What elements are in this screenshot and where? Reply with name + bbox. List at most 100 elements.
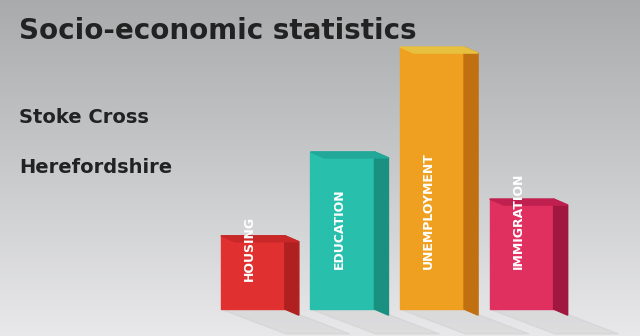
Polygon shape	[310, 152, 388, 158]
Bar	[0, 47, 640, 49]
Bar	[0, 197, 640, 198]
Bar	[0, 328, 640, 329]
Bar	[0, 81, 640, 82]
Bar	[0, 82, 640, 84]
Bar	[0, 200, 640, 202]
Bar	[0, 8, 640, 10]
Bar	[0, 60, 640, 62]
Polygon shape	[490, 199, 568, 205]
Bar	[0, 249, 640, 250]
Bar	[0, 45, 640, 47]
Bar	[0, 166, 640, 168]
Bar	[0, 109, 640, 111]
Bar	[0, 128, 640, 129]
Bar	[0, 188, 640, 190]
Text: UNEMPLOYMENT: UNEMPLOYMENT	[422, 152, 435, 269]
Bar	[0, 193, 640, 195]
Bar	[0, 319, 640, 321]
Text: Socio-economic statistics: Socio-economic statistics	[19, 17, 417, 45]
Bar	[0, 181, 640, 183]
Polygon shape	[554, 199, 568, 315]
Bar	[0, 331, 640, 333]
Bar	[0, 215, 640, 217]
Bar	[0, 54, 640, 55]
Bar	[0, 297, 640, 299]
Bar	[0, 237, 640, 239]
Bar	[0, 255, 640, 257]
Bar	[0, 69, 640, 71]
Bar	[0, 160, 640, 161]
Bar	[0, 264, 640, 265]
Bar	[0, 306, 640, 307]
Bar	[0, 168, 640, 170]
Bar	[0, 77, 640, 79]
Bar	[0, 183, 640, 185]
Bar	[0, 314, 640, 316]
Bar	[0, 67, 640, 69]
Bar	[0, 7, 640, 8]
Bar	[0, 281, 640, 282]
Bar	[0, 309, 640, 311]
Bar	[0, 269, 640, 270]
Bar	[0, 180, 640, 181]
Bar	[0, 316, 640, 318]
Bar	[0, 92, 640, 94]
Bar	[0, 198, 640, 200]
Bar	[0, 144, 640, 146]
Bar	[0, 101, 640, 102]
Bar	[0, 148, 640, 150]
Bar	[0, 274, 640, 276]
Bar	[0, 49, 640, 50]
Bar	[0, 329, 640, 331]
Bar	[0, 307, 640, 309]
Bar	[0, 232, 640, 234]
Bar	[0, 74, 640, 76]
Bar	[0, 176, 640, 178]
Bar	[0, 156, 640, 158]
Bar	[0, 218, 640, 220]
Bar	[0, 37, 640, 39]
Bar	[0, 161, 640, 163]
Bar	[0, 94, 640, 96]
Bar	[0, 213, 640, 215]
Bar	[0, 228, 640, 230]
Bar	[0, 163, 640, 165]
Polygon shape	[221, 236, 285, 309]
Polygon shape	[400, 47, 464, 309]
Bar	[0, 29, 640, 30]
Bar	[0, 44, 640, 45]
Polygon shape	[490, 309, 619, 334]
Bar	[0, 143, 640, 144]
Bar	[0, 52, 640, 54]
Bar	[0, 270, 640, 272]
Bar	[0, 76, 640, 77]
Bar	[0, 64, 640, 66]
Bar	[0, 242, 640, 244]
Bar	[0, 0, 640, 2]
Bar	[0, 223, 640, 225]
Bar	[0, 227, 640, 228]
Bar	[0, 276, 640, 277]
Bar	[0, 185, 640, 186]
Bar	[0, 134, 640, 136]
Bar	[0, 311, 640, 312]
Bar	[0, 25, 640, 27]
Bar	[0, 173, 640, 175]
Bar	[0, 12, 640, 13]
Bar	[0, 324, 640, 326]
Bar	[0, 15, 640, 17]
Bar	[0, 252, 640, 254]
Text: Herefordshire: Herefordshire	[19, 158, 172, 177]
Bar	[0, 131, 640, 133]
Bar	[0, 121, 640, 123]
Bar	[0, 91, 640, 92]
Bar	[0, 97, 640, 99]
Polygon shape	[221, 309, 350, 334]
Bar	[0, 86, 640, 87]
Bar	[0, 10, 640, 12]
Bar	[0, 66, 640, 67]
Bar	[0, 146, 640, 148]
Bar	[0, 291, 640, 292]
Text: Stoke Cross: Stoke Cross	[19, 108, 149, 127]
Bar	[0, 133, 640, 134]
